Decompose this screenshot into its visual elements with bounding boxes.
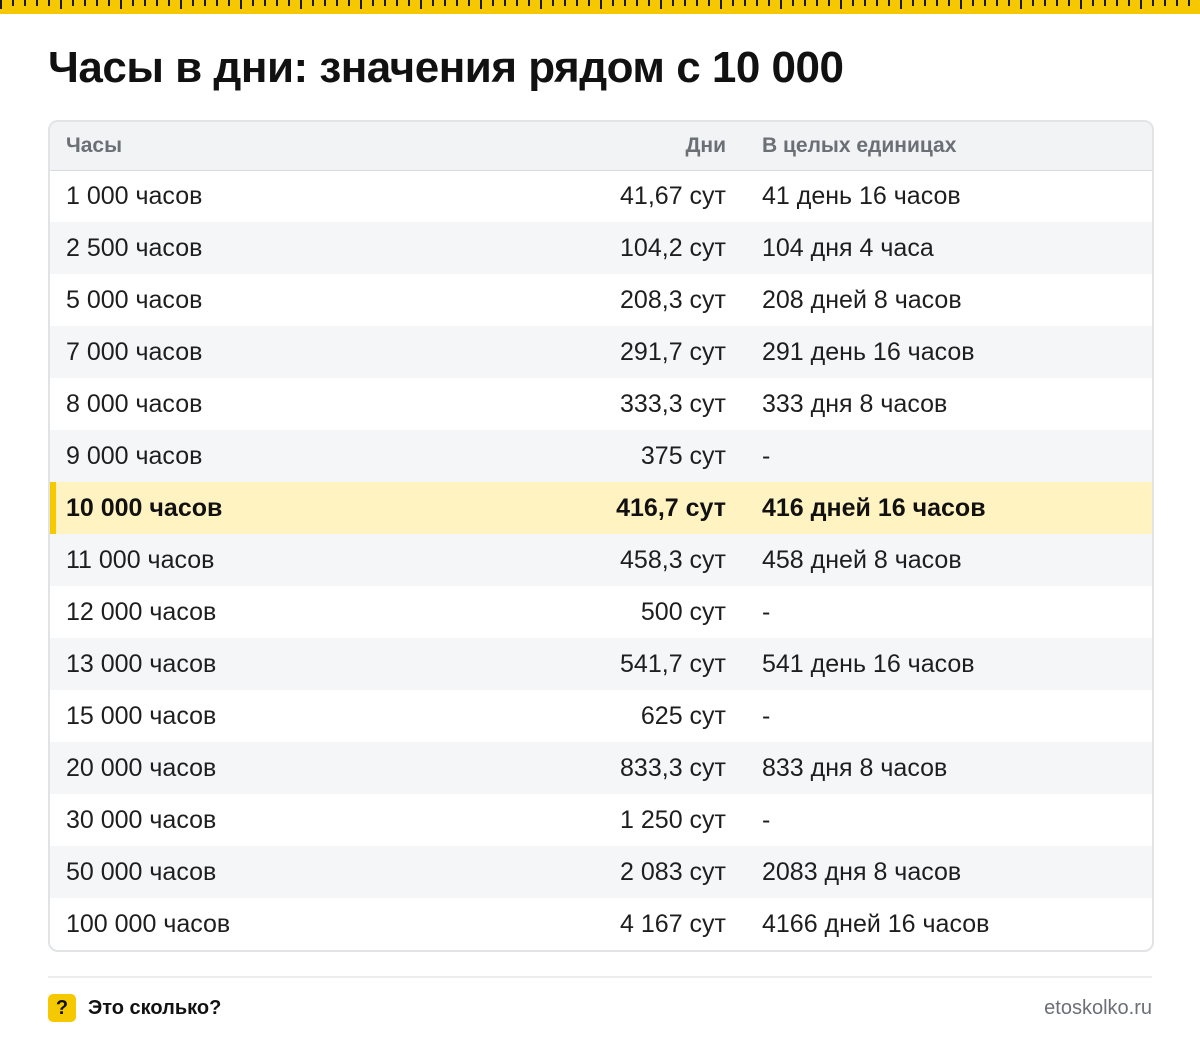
footer-divider [48, 976, 1152, 978]
cell-hours: 20 000 часов [66, 753, 217, 782]
table-row: 15 000 часов 625 сут - [50, 690, 1152, 742]
header-units: В целых единицах [726, 122, 1152, 171]
table-row: 30 000 часов 1 250 сут - [50, 794, 1152, 846]
cell-units: 2083 дня 8 часов [762, 857, 962, 886]
cell-hours: 2 500 часов [66, 233, 203, 262]
page-title: Часы в дни: значения рядом с 10 000 [48, 43, 844, 92]
table-row-highlighted: 10 000 часов 416,7 сут 416 дней 16 часов [50, 482, 1152, 534]
cell-units: - [762, 701, 771, 730]
cell-hours: 15 000 часов [66, 701, 217, 730]
table-row: 12 000 часов 500 сут - [50, 586, 1152, 638]
table-header-row: Часы Дни В целых единицах [50, 122, 1152, 171]
cell-hours: 8 000 часов [66, 389, 203, 418]
table-row: 5 000 часов 208,3 сут 208 дней 8 часов [50, 274, 1152, 326]
cell-days: 208,3 сут [620, 285, 726, 314]
conversion-table: Часы Дни В целых единицах 1 000 часов 41… [48, 120, 1154, 952]
cell-days: 41,67 сут [620, 181, 726, 210]
table-row: 8 000 часов 333,3 сут 333 дня 8 часов [50, 378, 1152, 430]
cell-units: 104 дня 4 часа [762, 233, 934, 262]
cell-hours: 50 000 часов [66, 857, 217, 886]
table-row: 9 000 часов 375 сут - [50, 430, 1152, 482]
cell-days: 4 167 сут [620, 909, 726, 938]
cell-hours: 10 000 часов [50, 482, 466, 534]
cell-hours: 12 000 часов [66, 597, 217, 626]
cell-hours: 13 000 часов [66, 649, 217, 678]
cell-days: 625 сут [640, 701, 726, 730]
header-days: Дни [466, 122, 726, 171]
cell-days: 416,7 сут [616, 493, 726, 522]
table-row: 11 000 часов 458,3 сут 458 дней 8 часов [50, 534, 1152, 586]
cell-units: 458 дней 8 часов [762, 545, 962, 574]
cell-hours: 30 000 часов [66, 805, 217, 834]
cell-hours: 9 000 часов [66, 441, 203, 470]
cell-hours: 5 000 часов [66, 285, 203, 314]
cell-units: - [762, 597, 771, 626]
cell-days: 333,3 сут [620, 389, 726, 418]
cell-units: 208 дней 8 часов [762, 285, 962, 314]
cell-days: 458,3 сут [620, 545, 726, 574]
cell-units: 416 дней 16 часов [762, 493, 986, 522]
cell-days: 833,3 сут [620, 753, 726, 782]
table-row: 100 000 часов 4 167 сут 4166 дней 16 час… [50, 898, 1152, 950]
cell-hours: 1 000 часов [66, 181, 203, 210]
cell-days: 375 сут [640, 441, 726, 470]
cell-units: 541 день 16 часов [762, 649, 975, 678]
cell-units: 41 день 16 часов [762, 181, 961, 210]
cell-days: 541,7 сут [620, 649, 726, 678]
cell-days: 2 083 сут [620, 857, 726, 886]
cell-days: 291,7 сут [620, 337, 726, 366]
cell-units: 833 дня 8 часов [762, 753, 948, 782]
cell-units: - [762, 441, 771, 470]
site-url: etoskolko.ru [1044, 997, 1152, 1019]
cell-hours: 7 000 часов [66, 337, 203, 366]
table-row: 7 000 часов 291,7 сут 291 день 16 часов [50, 326, 1152, 378]
cell-units: - [762, 805, 771, 834]
cell-days: 500 сут [640, 597, 726, 626]
cell-hours: 11 000 часов [66, 545, 215, 574]
cell-days: 1 250 сут [620, 805, 726, 834]
question-mark-icon: ? [48, 994, 76, 1022]
table-row: 20 000 часов 833,3 сут 833 дня 8 часов [50, 742, 1152, 794]
cell-units: 4166 дней 16 часов [762, 909, 990, 938]
ruler-strip [0, 0, 1200, 14]
table-row: 50 000 часов 2 083 сут 2083 дня 8 часов [50, 846, 1152, 898]
cell-days: 104,2 сут [620, 233, 726, 262]
cell-units: 291 день 16 часов [762, 337, 975, 366]
cell-hours: 100 000 часов [66, 909, 231, 938]
table-row: 1 000 часов 41,67 сут 41 день 16 часов [50, 170, 1152, 222]
brand-name: Это сколько? [88, 997, 222, 1019]
table-row: 2 500 часов 104,2 сут 104 дня 4 часа [50, 222, 1152, 274]
cell-units: 333 дня 8 часов [762, 389, 948, 418]
ruler-major-ticks [0, 0, 1200, 9]
table-row: 13 000 часов 541,7 сут 541 день 16 часов [50, 638, 1152, 690]
header-hours: Часы [50, 122, 466, 171]
